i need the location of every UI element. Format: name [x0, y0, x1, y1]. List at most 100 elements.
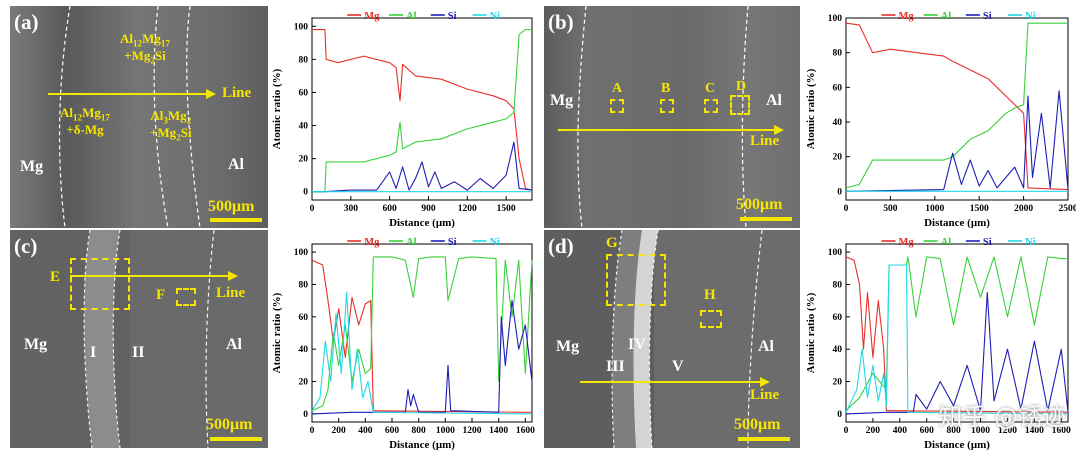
x-tick-label: 1400 — [1025, 426, 1044, 436]
y-tick-label: 60 — [833, 83, 843, 93]
panel-label: (a) — [14, 10, 39, 34]
phase-label: Al12Mg17 +δ-Mg — [60, 105, 110, 138]
x-axis-label: Distance (μm) — [389, 439, 455, 450]
legend-label-si: Si — [983, 237, 992, 248]
legend-label-mg: Mg — [364, 11, 380, 22]
series-line-ni — [311, 291, 533, 415]
boundary-line — [611, 230, 623, 448]
series-line-si — [312, 141, 533, 193]
scale-label: 500μm — [736, 196, 783, 213]
sem-micrograph-d: (d) G H Mg IV III V Al Line 500μm — [544, 230, 800, 448]
point-label: E — [50, 269, 61, 285]
sem-micrograph-b: (b) A B C D Mg Al Line 500μm — [544, 6, 800, 228]
y-tick-label: 100 — [294, 248, 309, 258]
legend-label-mg: Mg — [364, 237, 380, 248]
y-tick-label: 0 — [837, 187, 842, 197]
legend-label-si: Si — [448, 11, 457, 22]
legend-label-ni: Ni — [490, 237, 501, 248]
x-tick-label: 1600 — [1052, 426, 1071, 436]
y-tick-label: 100 — [294, 22, 309, 32]
scale-bar — [738, 437, 790, 441]
y-tick-label: 0 — [303, 188, 308, 198]
series-line-si — [845, 291, 1069, 415]
x-tick-label: 1600 — [516, 426, 535, 436]
region-label-iv: IV — [628, 336, 646, 353]
legend-label-si: Si — [448, 237, 457, 248]
series-line-si — [311, 300, 533, 415]
point-marker — [660, 99, 674, 113]
series-line-mg — [845, 256, 1069, 413]
y-tick-label: 80 — [299, 280, 309, 290]
x-axis-label: Distance (μm) — [924, 217, 990, 228]
region-label-mg: Mg — [550, 92, 574, 109]
legend-label-ni: Ni — [1025, 237, 1036, 248]
y-tick-label: 60 — [299, 88, 309, 98]
x-tick-label: 200 — [866, 426, 881, 436]
legend-label-al: Al — [941, 237, 952, 248]
series-line-ni — [845, 264, 1069, 415]
x-tick-label: 300 — [344, 204, 359, 214]
watermark: 知乎 @锈迹 — [938, 403, 1066, 431]
line-label: Line — [750, 133, 780, 149]
profile-chart-d: 0 200 400 600 800 1000 1200 1400 1600 0 20 40 60 80 10… — [802, 230, 1076, 450]
point-label: G — [606, 235, 618, 251]
region-box — [606, 254, 666, 306]
series-line-al — [845, 22, 1068, 189]
phase-label: Al3Mg2 +Mg2Si — [150, 108, 192, 143]
x-tick-label: 1000 — [436, 426, 455, 436]
series-line-al — [311, 256, 533, 412]
legend-label-si: Si — [983, 11, 992, 22]
scale-bar — [210, 437, 262, 441]
x-tick-label: 600 — [385, 426, 400, 436]
chart-svg: 0 200 400 600 800 1000 1200 1400 1600 0 20 40 60 80 10… — [271, 237, 535, 450]
sem-texture-a — [10, 6, 268, 228]
scale-label: 500μm — [206, 416, 253, 433]
x-tick-label: 0 — [844, 204, 849, 214]
chart-svg: 0 200 400 600 800 1000 1200 1400 1600 0 20 40 60 80 10… — [805, 237, 1071, 450]
legend-label-al: Al — [406, 11, 417, 22]
point-marker — [730, 95, 750, 115]
y-axis-label: Atomic ratio (%) — [805, 68, 817, 149]
line-label: Line — [222, 85, 252, 101]
y-tick-label: 0 — [837, 410, 842, 420]
x-tick-label: 1500 — [970, 204, 989, 214]
x-tick-label: 400 — [893, 426, 908, 436]
region-label-al: Al — [226, 336, 242, 353]
y-tick-label: 20 — [833, 153, 843, 163]
line-label: Line — [216, 285, 246, 301]
x-axis-label: Distance (μm) — [389, 217, 455, 228]
region-label-al: Al — [758, 338, 774, 355]
y-tick-label: 60 — [299, 313, 309, 323]
x-tick-label: 1500 — [497, 204, 516, 214]
boundary-line — [83, 230, 93, 448]
region-label-mg: Mg — [24, 336, 48, 353]
region-label-v: V — [672, 358, 684, 375]
chart-svg: 0 500 1000 1500 2000 2500 0 20 40 60 80 100 Distance… — [805, 11, 1077, 228]
plot-frame — [845, 243, 1069, 423]
profile-chart-b: 0 500 1000 1500 2000 2500 0 20 40 60 80 100 Distance… — [802, 4, 1076, 228]
region-label-mg: Mg — [20, 158, 44, 175]
series-line-al — [312, 29, 532, 193]
x-tick-label: 600 — [383, 204, 398, 214]
sem-texture-c — [10, 230, 268, 448]
x-tick-label: 200 — [332, 426, 347, 436]
x-tick-label: 1200 — [458, 204, 477, 214]
region-label-al: Al — [766, 92, 782, 109]
sem-micrograph-a: (a) Al12Mg17 +Mg2Si Al12Mg17 +δ-Mg Al3Mg2 +… — [10, 6, 268, 228]
region-label-al: Al — [228, 156, 244, 173]
region-label-iii: III — [606, 358, 625, 375]
scale-bar — [740, 217, 792, 221]
region-box — [70, 258, 130, 310]
x-tick-label: 1200 — [998, 426, 1017, 436]
y-tick-label: 20 — [299, 155, 309, 165]
scale-label: 500μm — [734, 416, 781, 433]
series-line-mg — [312, 29, 533, 191]
x-tick-label: 600 — [920, 426, 935, 436]
legend-label-mg: Mg — [899, 237, 915, 248]
legend-label-al: Al — [406, 237, 417, 248]
x-axis-label: Distance (μm) — [924, 439, 990, 450]
line-scan-arrowhead — [206, 89, 216, 99]
x-tick-label: 2500 — [1059, 204, 1077, 214]
x-tick-label: 500 — [883, 204, 898, 214]
point-marker — [176, 288, 196, 306]
